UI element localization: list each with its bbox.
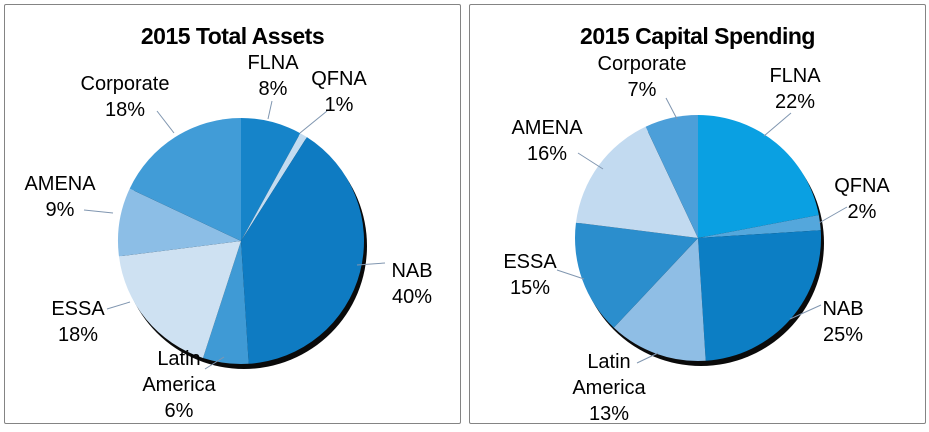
leader-line-corporate: [665, 97, 678, 120]
slice-label-pct: 40%: [391, 286, 433, 308]
pie-chart-capital-spending: [574, 115, 824, 366]
pie-slice-latin-america: [202, 241, 249, 365]
pie-slice-corporate: [645, 115, 698, 238]
slice-label-pct: 9%: [45, 199, 75, 221]
slice-label-amena: AMENA 9%: [12, 171, 108, 223]
slice-label-nab: NAB 40%: [377, 258, 447, 310]
slice-label-text: FLNA: [769, 65, 821, 87]
pie-slice-amena: [575, 126, 698, 238]
pie-slice-nab: [698, 230, 822, 361]
pie-slice-qfna: [698, 214, 821, 238]
slice-label-pct: 2%: [847, 201, 877, 223]
slice-label-flna: FLNA 22%: [755, 63, 835, 115]
leader-line-latin-america: [636, 352, 659, 364]
slice-label-text: Latin America: [142, 348, 216, 396]
leader-line-amena: [577, 152, 604, 170]
slice-label-text: FLNA: [247, 52, 299, 74]
slice-label-pct: 22%: [774, 91, 816, 113]
chart-panel-total-assets: 2015 Total Assets FLNA 8% QFNA 1% Corpor…: [4, 4, 461, 424]
slice-label-essa: ESSA 15%: [490, 249, 570, 301]
pie-slice-qfna: [241, 133, 307, 241]
slice-label-pct: 6%: [164, 400, 194, 422]
leader-lines: [83, 100, 386, 370]
slice-label-text: Corporate: [597, 53, 687, 75]
slice-label-pct: 18%: [57, 324, 99, 346]
slice-label-text: Latin America: [572, 351, 646, 399]
slice-label-flna: FLNA 8%: [233, 50, 313, 102]
slice-label-text: QFNA: [311, 68, 367, 90]
leader-line-qfna: [299, 110, 328, 134]
slice-label-pct: 7%: [627, 79, 657, 101]
slice-label-corporate: Corporate 7%: [587, 51, 697, 103]
leader-line-latin-america: [204, 356, 225, 370]
slice-label-text: ESSA: [503, 251, 557, 273]
chart-panel-capital-spending: 2015 Capital Spending Corporate 7% FLNA …: [469, 4, 926, 427]
leader-line-amena: [83, 209, 114, 214]
slice-label-amena: AMENA 16%: [499, 115, 595, 167]
leader-line-nab: [789, 304, 822, 320]
slice-label-latin-america: Latin America 13%: [566, 349, 652, 427]
chart-title: 2015 Capital Spending: [580, 23, 815, 49]
pie-slice-essa: [118, 241, 241, 358]
slice-label-latin-america: Latin America 6%: [136, 346, 222, 424]
slice-label-pct: 18%: [104, 99, 146, 121]
slice-label-essa: ESSA 18%: [38, 296, 118, 348]
pie-slice-essa: [574, 222, 698, 328]
slice-label-text: Corporate: [80, 73, 170, 95]
slice-label-text: AMENA: [511, 117, 583, 139]
leader-line-corporate: [156, 110, 175, 134]
pie-chart-total-assets: [118, 118, 367, 369]
leader-line-nab: [356, 262, 386, 266]
pie-slice-amena: [118, 188, 241, 257]
chart-title: 2015 Total Assets: [140, 23, 325, 49]
leader-line-essa: [106, 301, 131, 310]
pie-slice-nab: [241, 137, 365, 364]
leader-line-flna: [267, 100, 273, 120]
slice-label-qfna: QFNA 2%: [822, 173, 902, 225]
slice-label-corporate: Corporate 18%: [70, 71, 180, 123]
pie-slice-latin-america: [613, 238, 706, 362]
leader-line-qfna: [818, 206, 848, 224]
pie-slice-flna: [241, 118, 301, 241]
leader-line-essa: [556, 269, 585, 280]
pie-slice-flna: [698, 115, 819, 238]
slice-label-pct: 1%: [324, 94, 354, 116]
leader-lines: [556, 97, 848, 364]
slice-label-text: QFNA: [834, 175, 890, 197]
slice-label-text: NAB: [391, 260, 433, 282]
slice-label-pct: 8%: [258, 78, 288, 100]
slice-label-pct: 16%: [526, 143, 568, 165]
pie-slice-corporate: [129, 118, 241, 241]
slice-label-pct: 25%: [822, 324, 864, 346]
slice-label-text: NAB: [822, 298, 864, 320]
leader-line-flna: [763, 112, 792, 137]
slice-label-pct: 15%: [509, 277, 551, 299]
slice-label-text: ESSA: [51, 298, 105, 320]
slice-label-text: AMENA: [24, 173, 96, 195]
slice-label-qfna: QFNA 1%: [299, 66, 379, 118]
slice-label-pct: 13%: [588, 403, 630, 425]
slice-label-nab: NAB 25%: [803, 296, 883, 348]
